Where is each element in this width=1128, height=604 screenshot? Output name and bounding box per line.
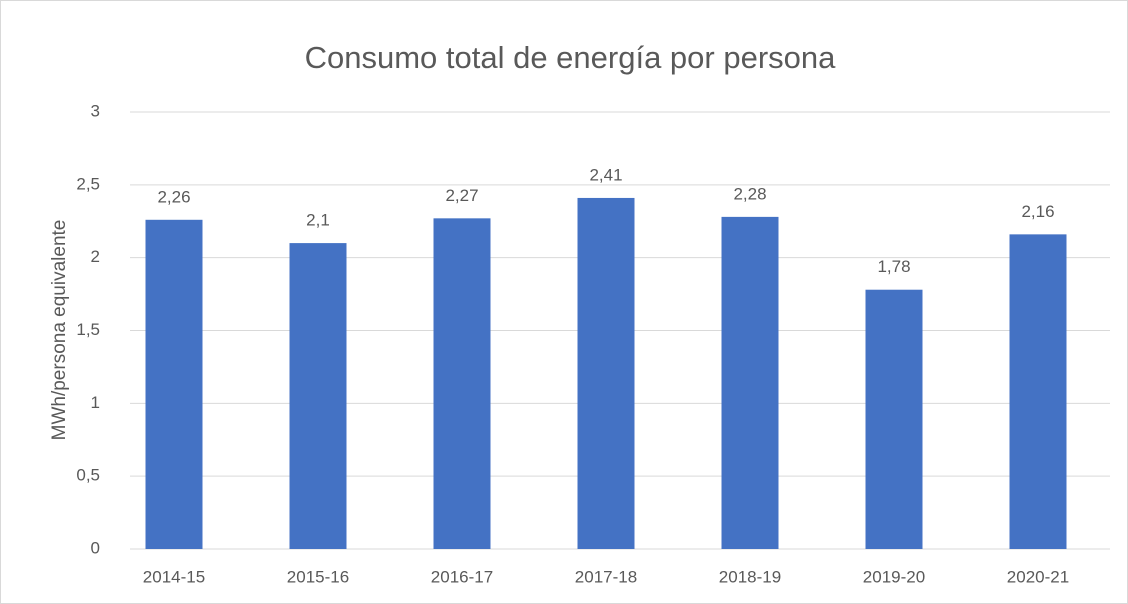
x-tick-label: 2015-16 — [287, 567, 349, 586]
y-tick-label: 1 — [91, 393, 100, 412]
y-tick-label: 2,5 — [76, 174, 100, 193]
data-label: 2,27 — [445, 186, 478, 205]
x-tick-label: 2018-19 — [719, 567, 781, 586]
data-label: 2,16 — [1021, 202, 1054, 221]
x-tick-label: 2020-21 — [1007, 567, 1069, 586]
x-tick-label: 2014-15 — [143, 567, 205, 586]
x-tick-label: 2019-20 — [863, 567, 925, 586]
bar — [433, 218, 491, 549]
data-label: 2,41 — [589, 165, 622, 184]
y-tick-label: 1,5 — [76, 320, 100, 339]
chart-title: Consumo total de energía por persona — [305, 40, 837, 75]
y-tick-label: 0,5 — [76, 466, 100, 485]
x-tick-label: 2016-17 — [431, 567, 493, 586]
x-tick-label: 2017-18 — [575, 567, 637, 586]
bar — [145, 219, 203, 549]
y-tick-label: 0 — [91, 538, 100, 557]
data-label: 2,1 — [306, 211, 330, 230]
data-label: 2,28 — [733, 184, 766, 203]
y-tick-label: 3 — [91, 101, 100, 120]
y-axis-title: MWh/persona equivalente — [49, 220, 70, 441]
bar — [289, 243, 347, 549]
data-label: 1,78 — [877, 257, 910, 276]
data-label: 2,26 — [157, 187, 190, 206]
bar — [577, 197, 635, 549]
bar — [1009, 234, 1067, 550]
y-tick-label: 2 — [91, 247, 100, 266]
bar — [721, 216, 779, 549]
bar — [865, 289, 923, 549]
